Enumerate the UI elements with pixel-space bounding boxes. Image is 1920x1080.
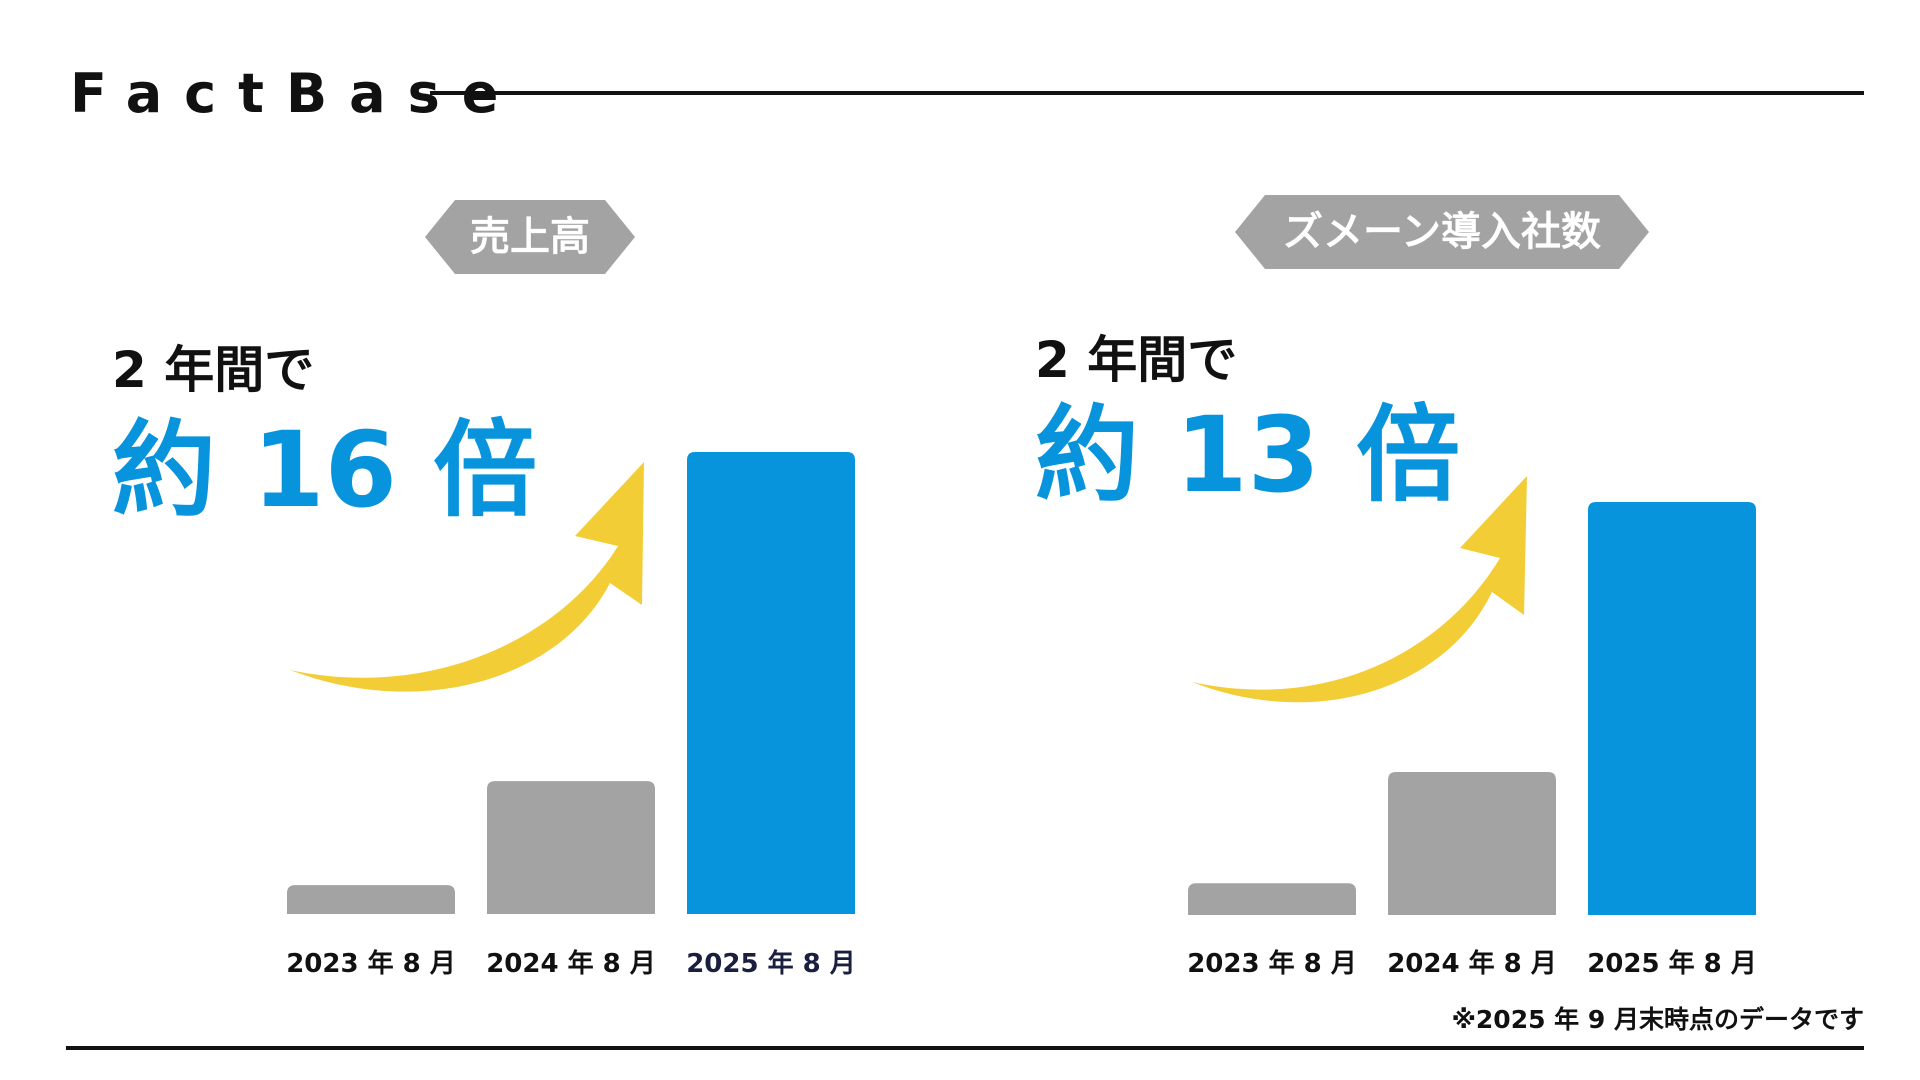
growth-arrow-icon xyxy=(1192,476,1527,703)
growth-arrow-icon xyxy=(290,462,644,692)
sales-bar-chart: 2023 年 8 月 2024 年 8 月 2025 年 8 月 xyxy=(286,452,856,979)
sales-lead-text: 2 年間で xyxy=(112,341,315,399)
customers-tag: ズメーン導入社数 xyxy=(1235,195,1649,269)
category-label-0: 2023 年 8 月 xyxy=(1187,948,1357,979)
sales-tag: 売上高 xyxy=(425,200,635,274)
footer-divider xyxy=(66,1046,1864,1050)
category-label-2: 2025 年 8 月 xyxy=(686,948,856,979)
sales-growth-figure: 約 16 倍 xyxy=(112,409,538,531)
bar-0 xyxy=(287,885,455,914)
customers-panel: ズメーン導入社数 2 年間で 約 13 倍 2023 年 8 月 2024 年 8… xyxy=(910,0,1870,1080)
category-label-1: 2024 年 8 月 xyxy=(1387,948,1557,979)
bar-2 xyxy=(687,452,855,914)
footnote: ※2025 年 9 月末時点のデータです xyxy=(1451,1005,1864,1034)
customers-lead-text: 2 年間で xyxy=(1035,331,1238,389)
customers-bar-chart: 2023 年 8 月 2024 年 8 月 2025 年 8 月 xyxy=(1187,476,1757,979)
customers-growth-figure: 約 13 倍 xyxy=(1035,394,1461,516)
category-label-0: 2023 年 8 月 xyxy=(286,948,456,979)
bar-0 xyxy=(1188,883,1356,915)
category-label-2: 2025 年 8 月 xyxy=(1587,948,1757,979)
bar-1 xyxy=(487,781,655,914)
sales-panel: 売上高 2 年間で 約 16 倍 2023 年 8 月 2024 年 8 月 202… xyxy=(112,0,856,979)
bar-1 xyxy=(1388,772,1556,915)
category-label-1: 2024 年 8 月 xyxy=(486,948,656,979)
header-divider xyxy=(430,91,1864,95)
bar-2 xyxy=(1588,502,1756,915)
brand-logo: FactBase xyxy=(70,62,521,125)
